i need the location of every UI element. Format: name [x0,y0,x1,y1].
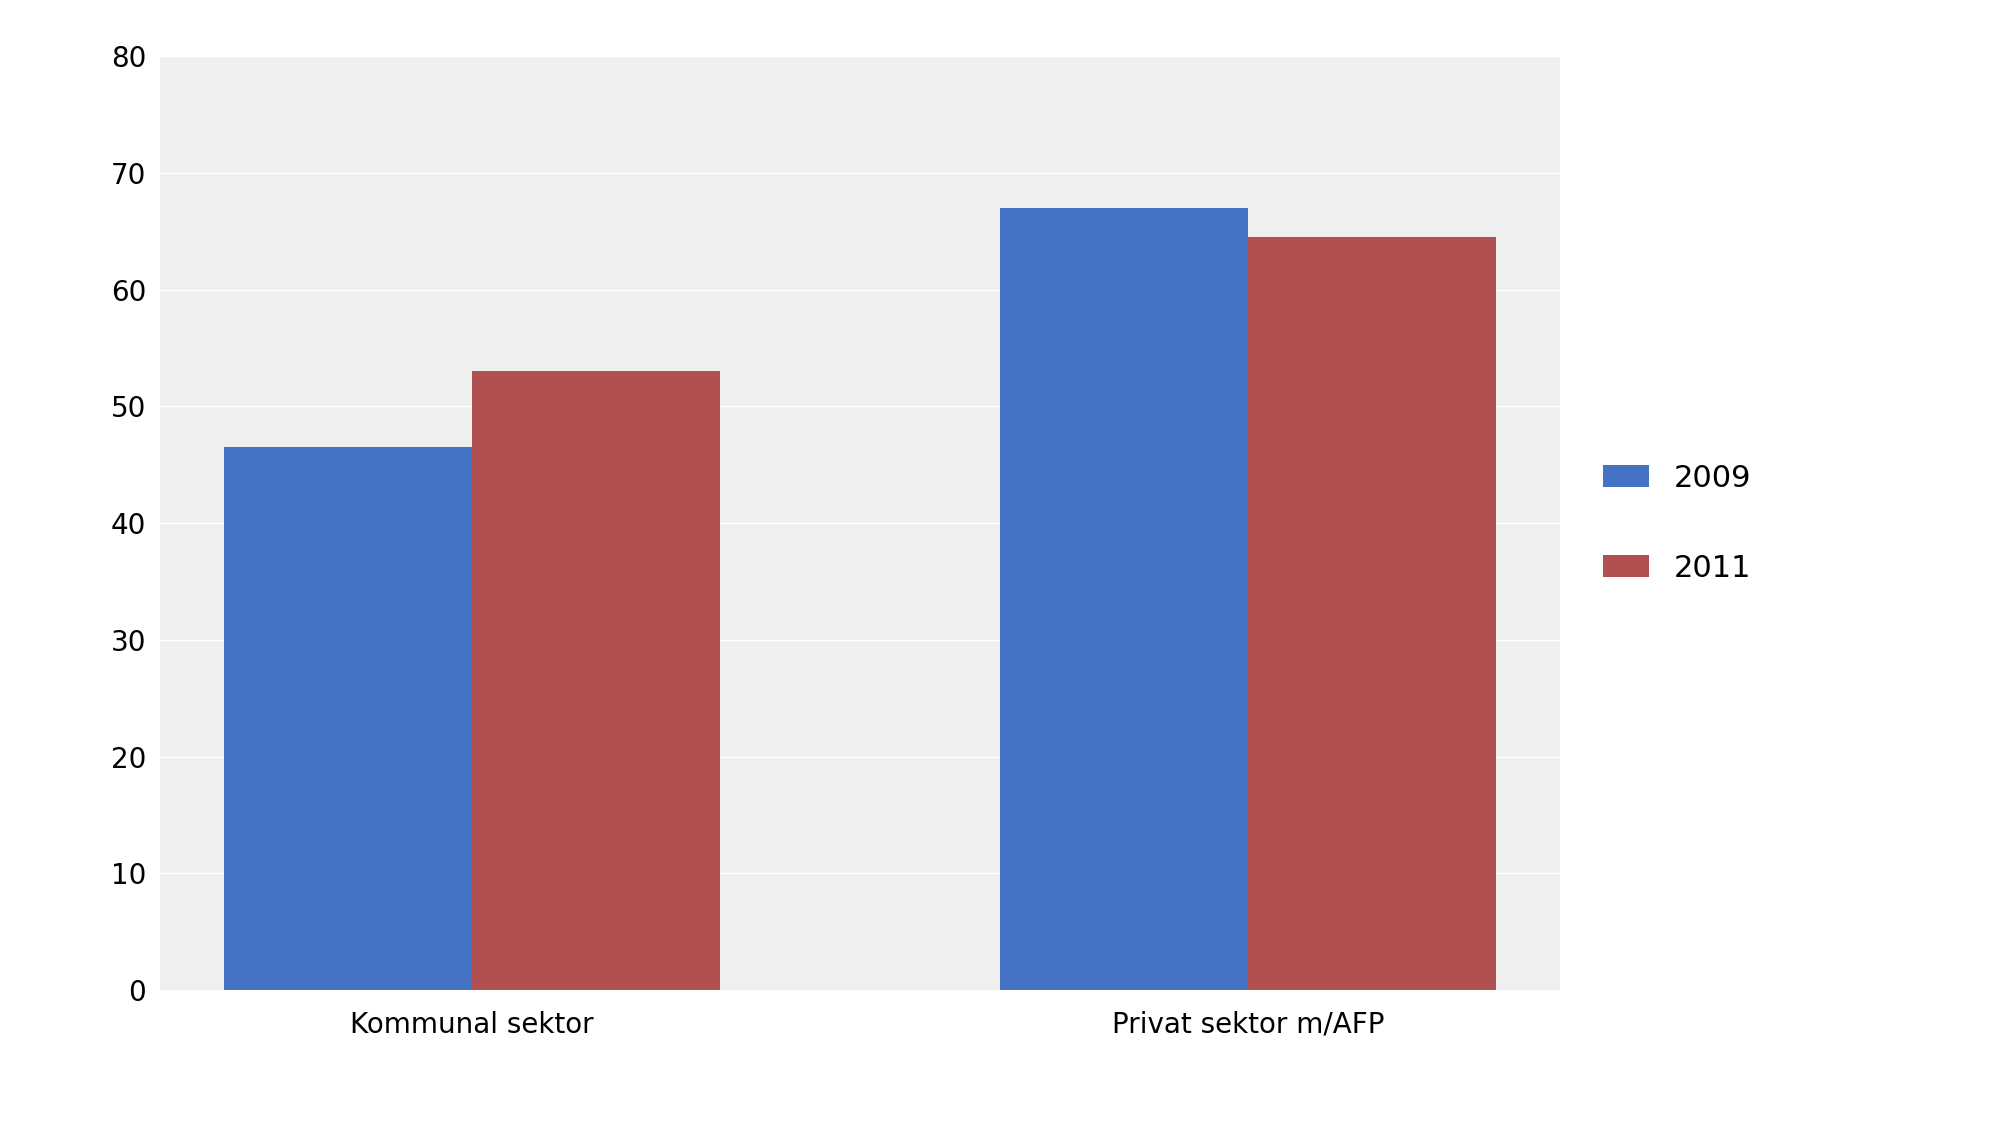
Bar [1000,208,1248,990]
Bar [1248,237,1496,990]
Legend: 2009, 2011: 2009, 2011 [1604,464,1752,583]
Bar [472,371,720,990]
Bar [224,448,472,990]
